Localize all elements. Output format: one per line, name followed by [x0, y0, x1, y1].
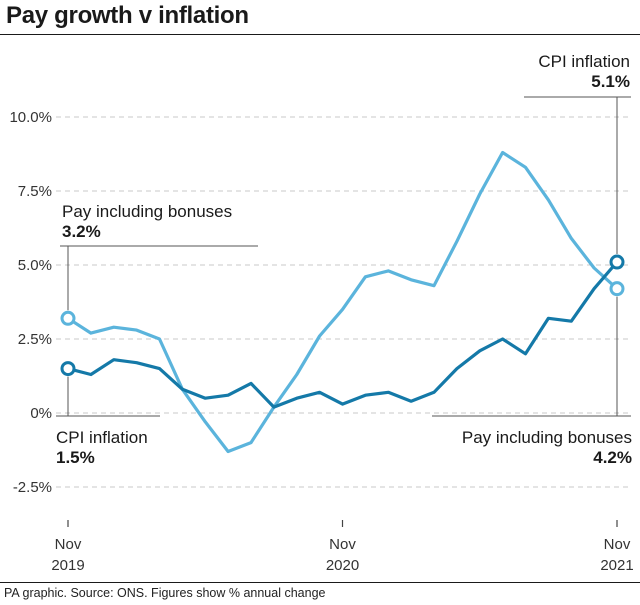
cpi-end-annotation: CPI inflation 5.1% — [538, 52, 630, 92]
cpi-start-label: CPI inflation — [56, 428, 148, 447]
pay-start-label: Pay including bonuses — [62, 202, 233, 221]
cpi-start-marker — [60, 361, 76, 377]
y-tick-label: 5.0% — [18, 257, 52, 274]
y-tick-label: 7.5% — [18, 183, 52, 200]
x-tick-month: Nov — [604, 536, 631, 553]
source-note: PA graphic. Source: ONS. Figures show % … — [4, 586, 326, 600]
series-lines — [66, 150, 619, 454]
cpi-inflation-line — [66, 260, 619, 409]
x-tick-month: Nov — [55, 536, 82, 553]
pay-start-value: 3.2% — [62, 222, 101, 241]
title-rule — [0, 34, 640, 35]
line-chart: 10.0%7.5%5.0%2.5%0%-2.5% Nov2019Nov2020N… — [9, 96, 634, 574]
annotation-leader-lines — [56, 96, 631, 417]
x-tick-year: 2019 — [51, 557, 84, 574]
pay-end-label: Pay including bonuses — [461, 428, 632, 447]
x-tick-year: 2020 — [326, 557, 359, 574]
x-tick-year: 2021 — [600, 557, 633, 574]
y-tick-label: 0% — [30, 405, 52, 422]
cpi-end-marker — [609, 254, 625, 270]
y-tick-label: 10.0% — [9, 109, 52, 126]
footer-rule — [0, 582, 640, 583]
endpoint-markers — [60, 254, 625, 377]
y-tick-label: -2.5% — [13, 479, 52, 496]
cpi-end-label: CPI inflation — [538, 52, 630, 71]
cpi-end-value: 5.1% — [591, 72, 630, 91]
y-tick-labels: 10.0% 7.5% 5.0% 2.5% 0% -2.5% — [9, 109, 52, 496]
cpi-start-value: 1.5% — [56, 448, 95, 467]
pay-end-annotation: Pay including bonuses 4.2% — [462, 428, 632, 468]
cpi-start-annotation: CPI inflation 1.5% — [56, 428, 148, 468]
pay-start-marker — [60, 310, 76, 326]
x-tick-month: Nov — [329, 536, 356, 553]
pay-end-value: 4.2% — [593, 448, 632, 467]
chart-title: Pay growth v inflation — [6, 2, 249, 29]
pay-start-annotation: Pay including bonuses 3.2% — [62, 202, 232, 242]
y-tick-label: 2.5% — [18, 331, 52, 348]
pay-end-marker — [609, 281, 625, 297]
x-axis-ticks: Nov 2019 Nov 2020 Nov 2021 — [51, 520, 634, 574]
pay-including-bonuses-line — [66, 150, 619, 454]
